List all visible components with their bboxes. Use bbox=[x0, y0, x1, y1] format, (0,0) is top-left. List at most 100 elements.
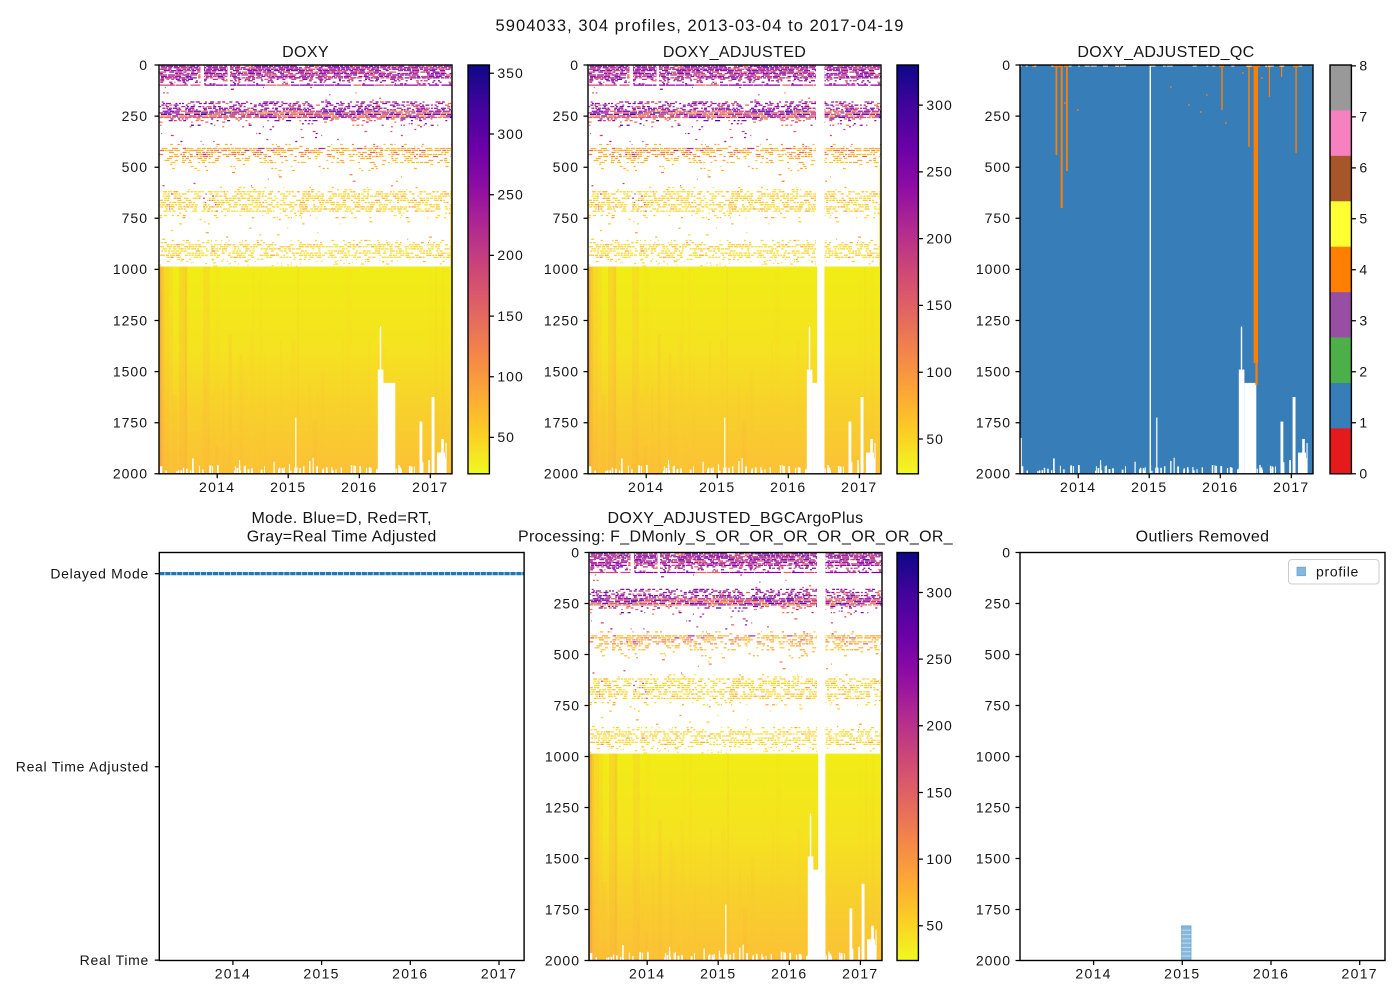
svg-text:300: 300 bbox=[497, 126, 523, 142]
svg-text:750: 750 bbox=[985, 697, 1011, 713]
svg-text:5904033, 304 profiles, 2013-03: 5904033, 304 profiles, 2013-03-04 to 201… bbox=[496, 17, 905, 35]
svg-text:1250: 1250 bbox=[545, 799, 580, 815]
svg-text:1500: 1500 bbox=[113, 363, 148, 379]
svg-text:8: 8 bbox=[1359, 58, 1368, 74]
svg-text:500: 500 bbox=[554, 646, 580, 662]
svg-text:2016: 2016 bbox=[1253, 966, 1289, 982]
svg-text:1750: 1750 bbox=[544, 415, 579, 431]
svg-text:1250: 1250 bbox=[976, 312, 1011, 328]
svg-text:2014: 2014 bbox=[1060, 479, 1096, 495]
svg-text:750: 750 bbox=[554, 697, 580, 713]
svg-text:Real Time: Real Time bbox=[80, 952, 149, 968]
svg-text:150: 150 bbox=[926, 297, 952, 313]
svg-text:DOXY: DOXY bbox=[282, 44, 329, 61]
svg-text:1500: 1500 bbox=[545, 850, 580, 866]
svg-text:2016: 2016 bbox=[1202, 479, 1238, 495]
svg-text:1750: 1750 bbox=[545, 901, 580, 917]
svg-text:1750: 1750 bbox=[976, 901, 1011, 917]
svg-text:1750: 1750 bbox=[976, 415, 1011, 431]
svg-text:300: 300 bbox=[926, 97, 952, 113]
svg-text:0: 0 bbox=[571, 544, 580, 560]
svg-text:750: 750 bbox=[985, 210, 1011, 226]
svg-text:2000: 2000 bbox=[544, 466, 579, 482]
svg-text:2014: 2014 bbox=[629, 966, 665, 982]
svg-text:2017: 2017 bbox=[1273, 479, 1309, 495]
svg-text:2016: 2016 bbox=[392, 966, 428, 982]
svg-text:50: 50 bbox=[926, 431, 944, 447]
svg-text:Outliers Removed: Outliers Removed bbox=[1136, 529, 1270, 546]
svg-text:350: 350 bbox=[497, 65, 523, 81]
svg-text:1500: 1500 bbox=[976, 850, 1011, 866]
svg-text:7: 7 bbox=[1359, 109, 1368, 125]
svg-text:2: 2 bbox=[1359, 364, 1368, 380]
svg-text:2017: 2017 bbox=[1342, 966, 1378, 982]
svg-text:2016: 2016 bbox=[341, 479, 377, 495]
svg-text:200: 200 bbox=[926, 718, 952, 734]
svg-text:2017: 2017 bbox=[412, 479, 448, 495]
svg-text:150: 150 bbox=[497, 308, 523, 324]
svg-text:3: 3 bbox=[1359, 313, 1368, 329]
svg-text:1250: 1250 bbox=[544, 312, 579, 328]
svg-text:2016: 2016 bbox=[770, 479, 806, 495]
svg-text:500: 500 bbox=[985, 646, 1011, 662]
svg-text:0: 0 bbox=[1002, 544, 1011, 560]
svg-text:2016: 2016 bbox=[771, 966, 807, 982]
svg-text:6: 6 bbox=[1359, 160, 1368, 176]
svg-text:250: 250 bbox=[122, 108, 148, 124]
svg-text:DOXY_ADJUSTED_BGCArgoPlus: DOXY_ADJUSTED_BGCArgoPlus bbox=[608, 510, 864, 527]
svg-text:profile: profile bbox=[1316, 563, 1359, 579]
svg-text:250: 250 bbox=[926, 164, 952, 180]
svg-text:50: 50 bbox=[497, 429, 515, 445]
svg-text:Mode. Blue=D, Red=RT,: Mode. Blue=D, Red=RT, bbox=[251, 510, 431, 527]
svg-text:2015: 2015 bbox=[303, 966, 339, 982]
svg-text:2017: 2017 bbox=[842, 966, 878, 982]
svg-text:500: 500 bbox=[553, 159, 579, 175]
svg-text:2015: 2015 bbox=[1131, 479, 1167, 495]
svg-text:2015: 2015 bbox=[1164, 966, 1200, 982]
svg-text:1250: 1250 bbox=[113, 312, 148, 328]
svg-text:200: 200 bbox=[497, 247, 523, 263]
svg-text:100: 100 bbox=[926, 851, 952, 867]
svg-text:250: 250 bbox=[985, 595, 1011, 611]
svg-text:DOXY_ADJUSTED: DOXY_ADJUSTED bbox=[663, 44, 806, 61]
svg-text:200: 200 bbox=[926, 230, 952, 246]
svg-text:2000: 2000 bbox=[113, 466, 148, 482]
svg-text:0: 0 bbox=[570, 57, 579, 73]
svg-text:2014: 2014 bbox=[628, 479, 664, 495]
svg-text:2000: 2000 bbox=[976, 952, 1011, 968]
svg-text:2014: 2014 bbox=[1075, 966, 1111, 982]
svg-text:5: 5 bbox=[1359, 211, 1368, 227]
svg-text:2000: 2000 bbox=[976, 466, 1011, 482]
svg-text:750: 750 bbox=[553, 210, 579, 226]
svg-text:250: 250 bbox=[985, 108, 1011, 124]
svg-text:1000: 1000 bbox=[113, 261, 148, 277]
svg-text:Delayed Mode: Delayed Mode bbox=[50, 565, 149, 581]
svg-text:Real Time Adjusted: Real Time Adjusted bbox=[16, 759, 149, 775]
svg-text:1000: 1000 bbox=[976, 261, 1011, 277]
svg-text:100: 100 bbox=[926, 364, 952, 380]
svg-text:2014: 2014 bbox=[199, 479, 235, 495]
svg-text:2000: 2000 bbox=[545, 952, 580, 968]
svg-text:DOXY_ADJUSTED_QC: DOXY_ADJUSTED_QC bbox=[1077, 44, 1254, 61]
svg-text:4: 4 bbox=[1359, 262, 1368, 278]
svg-text:1500: 1500 bbox=[976, 363, 1011, 379]
svg-text:0: 0 bbox=[139, 57, 148, 73]
svg-text:150: 150 bbox=[926, 784, 952, 800]
svg-text:1000: 1000 bbox=[544, 261, 579, 277]
svg-text:1000: 1000 bbox=[976, 748, 1011, 764]
svg-text:250: 250 bbox=[497, 187, 523, 203]
svg-text:300: 300 bbox=[926, 584, 952, 600]
svg-text:1250: 1250 bbox=[976, 799, 1011, 815]
svg-text:1000: 1000 bbox=[545, 748, 580, 764]
svg-text:100: 100 bbox=[497, 369, 523, 385]
svg-text:1750: 1750 bbox=[113, 415, 148, 431]
svg-text:500: 500 bbox=[985, 159, 1011, 175]
svg-text:2017: 2017 bbox=[481, 966, 517, 982]
svg-text:250: 250 bbox=[553, 108, 579, 124]
svg-text:1500: 1500 bbox=[544, 363, 579, 379]
svg-text:2015: 2015 bbox=[270, 479, 306, 495]
svg-text:750: 750 bbox=[122, 210, 148, 226]
svg-text:Gray=Real Time Adjusted: Gray=Real Time Adjusted bbox=[247, 529, 437, 546]
svg-text:2017: 2017 bbox=[841, 479, 877, 495]
svg-text:0: 0 bbox=[1002, 57, 1011, 73]
